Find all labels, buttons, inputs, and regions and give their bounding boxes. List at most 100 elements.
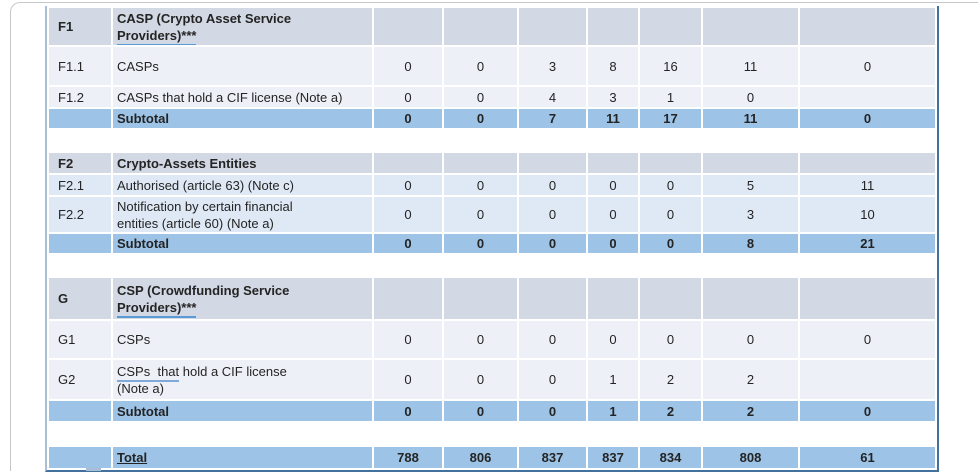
value-cell: 0 [638, 195, 703, 234]
row-code-cell: F1 [47, 6, 113, 47]
value-cell: 0 [586, 232, 640, 255]
value-cell [798, 358, 937, 401]
row-label-cell: Notification by certain financial entiti… [111, 195, 374, 234]
value-cell [638, 6, 703, 47]
spacer-cell [47, 421, 937, 447]
row-code-cell: F2.1 [47, 173, 113, 197]
row-code-cell [47, 399, 113, 423]
value-cell: 0 [442, 358, 519, 401]
value-cell: 0 [517, 358, 588, 401]
value-cell [372, 151, 444, 175]
value-cell [372, 6, 444, 47]
value-cell: 808 [701, 445, 800, 470]
value-cell: 61 [798, 445, 937, 470]
value-cell: 8 [586, 45, 640, 87]
value-cell: 0 [442, 319, 519, 360]
value-cell: 0 [372, 107, 444, 130]
value-cell: 0 [517, 195, 588, 234]
section-title-line1: CASP (Crypto Asset Service [117, 10, 292, 26]
row-code-cell: G [47, 276, 113, 321]
value-cell: 806 [442, 445, 519, 470]
value-cell: 0 [586, 319, 640, 360]
value-cell [372, 276, 444, 321]
value-cell: 1 [586, 399, 640, 423]
value-cell: 0 [372, 173, 444, 197]
value-cell: 0 [372, 85, 444, 109]
row-label-cell: Authorised (article 63) (Note c) [111, 173, 374, 197]
value-cell: 11 [798, 173, 937, 197]
spacer-cell [47, 253, 937, 278]
value-cell: 3 [701, 195, 800, 234]
value-cell [638, 276, 703, 321]
value-cell: 0 [372, 45, 444, 87]
row-code-cell: G1 [47, 319, 113, 360]
value-cell [517, 6, 588, 47]
value-cell [517, 276, 588, 321]
value-cell: 0 [701, 319, 800, 360]
value-cell [586, 151, 640, 175]
section-header-row: F1 CASP (Crypto Asset Service Providers)… [47, 6, 937, 47]
row-code-cell: F2 [47, 151, 113, 175]
value-cell [442, 151, 519, 175]
value-cell: 837 [586, 445, 640, 470]
row-label-cell: Subtotal [111, 399, 374, 423]
row-code-cell: F2.2 [47, 195, 113, 234]
row-code-cell [47, 445, 113, 470]
section-title-line2: Providers)*** [117, 27, 369, 44]
value-cell [798, 276, 937, 321]
data-row: G2 CSPs that hold a CIF license (Note a)… [47, 358, 937, 401]
value-cell [442, 6, 519, 47]
value-cell [798, 6, 937, 47]
value-cell: 11 [701, 45, 800, 87]
value-cell: 837 [517, 445, 588, 470]
value-cell: 0 [798, 45, 937, 87]
spacer-row [47, 128, 937, 153]
value-cell: 0 [372, 195, 444, 234]
row-label-cell: CSPs that hold a CIF license (Note a) [111, 358, 374, 401]
total-row: Total 788 806 837 837 834 808 61 [47, 445, 937, 470]
value-cell: 4 [517, 85, 588, 109]
data-row: F2.1 Authorised (article 63) (Note c) 0 … [47, 173, 937, 197]
section-header-row: G CSP (Crowdfunding Service Providers)**… [47, 276, 937, 321]
data-row: F1.1 CASPs 0 0 3 8 16 11 0 [47, 45, 937, 87]
value-cell [798, 151, 937, 175]
value-cell: 0 [372, 232, 444, 255]
table-handle [86, 468, 101, 471]
value-cell [701, 276, 800, 321]
value-cell: 0 [517, 399, 588, 423]
value-cell: 0 [372, 399, 444, 423]
value-cell: 17 [638, 107, 703, 130]
row-label-cell: CSPs [111, 319, 374, 360]
value-cell: 788 [372, 445, 444, 470]
value-cell: 0 [638, 319, 703, 360]
value-cell: 834 [638, 445, 703, 470]
value-cell: 5 [701, 173, 800, 197]
value-cell: 16 [638, 45, 703, 87]
row-label-cell: CSP (Crowdfunding Service Providers)*** [111, 276, 374, 321]
value-cell [798, 85, 937, 109]
value-cell: 2 [638, 358, 703, 401]
statistics-table: F1 CASP (Crypto Asset Service Providers)… [47, 6, 937, 470]
value-cell: 0 [586, 195, 640, 234]
value-cell: 11 [701, 107, 800, 130]
value-cell: 0 [701, 85, 800, 109]
value-cell: 21 [798, 232, 937, 255]
section-title-line1: CSP (Crowdfunding Service [117, 282, 290, 298]
value-cell: 1 [638, 85, 703, 109]
value-cell [701, 151, 800, 175]
licensing-statistics-table: F1 CASP (Crypto Asset Service Providers)… [45, 6, 939, 472]
subtotal-row: Subtotal 0 0 7 11 17 11 0 [47, 107, 937, 130]
value-cell: 3 [586, 85, 640, 109]
value-cell: 2 [638, 399, 703, 423]
value-cell: 0 [372, 319, 444, 360]
row-label-cell: Subtotal [111, 107, 374, 130]
value-cell: 0 [638, 232, 703, 255]
value-cell: 0 [442, 45, 519, 87]
value-cell [586, 276, 640, 321]
value-cell: 0 [798, 319, 937, 360]
value-cell: 0 [442, 232, 519, 255]
value-cell: 10 [798, 195, 937, 234]
row-code-cell: F1.1 [47, 45, 113, 87]
data-row: F1.2 CASPs that hold a CIF license (Note… [47, 85, 937, 109]
spacer-row [47, 253, 937, 278]
